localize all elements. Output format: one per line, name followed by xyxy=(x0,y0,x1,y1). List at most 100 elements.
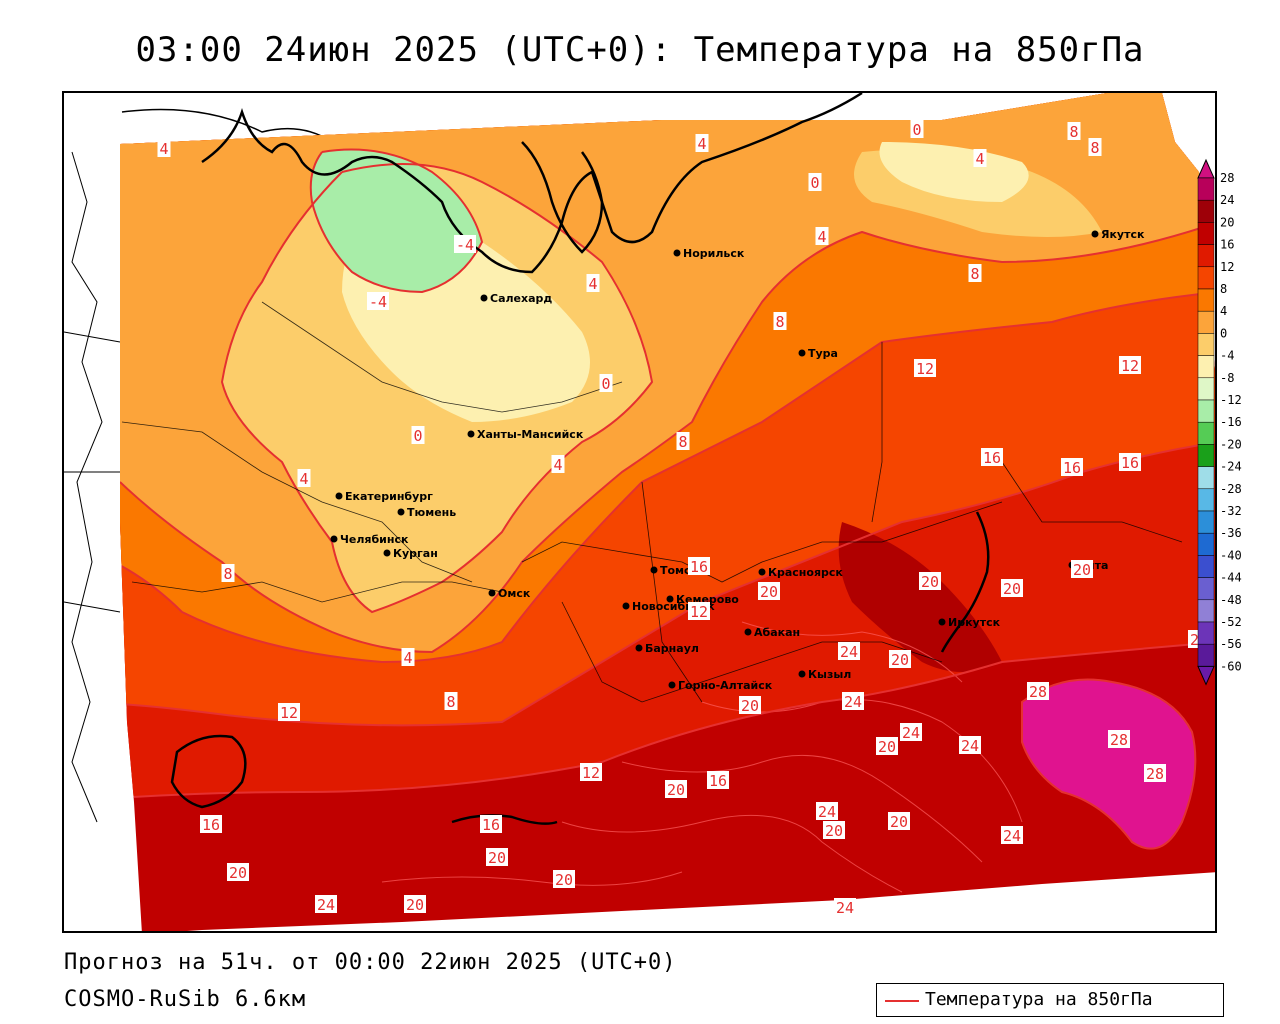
colorbar-swatch xyxy=(1197,444,1215,467)
city-label: Тура xyxy=(808,347,838,360)
contour-label-bg xyxy=(1061,458,1083,476)
colorbar-tick-label: 8 xyxy=(1220,282,1227,296)
contour-label-bg xyxy=(914,359,936,377)
contour-label: 8 xyxy=(970,265,979,283)
colorbar-tick-label: -36 xyxy=(1220,526,1242,540)
contour-label-bg xyxy=(665,780,687,798)
contour-label: 4 xyxy=(299,470,308,488)
contour-label: 16 xyxy=(482,816,500,834)
contour-label: 28 xyxy=(1029,683,1047,701)
colorbar: 28 24 20 16 12 8 4 0 -4 -8 -12 -16 -20 -24 -28 -32 -36 -4… xyxy=(1197,158,1242,686)
contour-label-bg xyxy=(411,426,425,444)
colorbar-tick-label: -24 xyxy=(1220,460,1242,474)
contour-label-bg xyxy=(586,274,600,292)
contour-label: 24 xyxy=(902,724,920,742)
contour-label-bg xyxy=(773,312,787,330)
colorbar-top-arrow xyxy=(1197,158,1215,179)
contour-label: 16 xyxy=(983,449,1001,467)
coastlines xyxy=(170,93,990,825)
city-label: Горно-Алтайск xyxy=(678,679,773,692)
contour-label-bg xyxy=(900,723,922,741)
city-label: Кызыл xyxy=(808,668,851,681)
contour-label-bg xyxy=(1108,730,1130,748)
contour-label-bg xyxy=(823,821,845,839)
colorbar-tick-label: -48 xyxy=(1220,593,1242,607)
contour-label: 24 xyxy=(818,803,836,821)
contour-label-bg xyxy=(1119,356,1141,374)
contour-label: 0 xyxy=(413,427,422,445)
city-label: Екатеринбург xyxy=(345,490,433,503)
city-label: Барнаул xyxy=(645,642,699,655)
city-dot xyxy=(650,566,658,574)
contour-label-bg xyxy=(959,736,981,754)
legend-label: Температура на 850гПа xyxy=(925,989,1153,1010)
city-dot xyxy=(467,430,475,438)
contour-label-bg xyxy=(297,469,311,487)
contour-label: 8 xyxy=(775,313,784,331)
contour-label: 24 xyxy=(840,643,858,661)
contour-label: 20 xyxy=(891,651,909,669)
city-dot xyxy=(330,535,338,543)
city-dot xyxy=(397,508,405,516)
colorbar-swatch xyxy=(1197,488,1215,512)
contour-label: 28 xyxy=(1146,765,1164,783)
colorbar-tick-label: -52 xyxy=(1220,615,1242,629)
contour-label-bg xyxy=(695,134,709,152)
colorbar-swatch xyxy=(1197,222,1215,245)
colorbar-swatch xyxy=(1197,577,1215,601)
contour-label-bg xyxy=(1001,826,1023,844)
contour-label: 16 xyxy=(202,816,220,834)
contour-label: 20 xyxy=(1073,561,1091,579)
contour-label-bg xyxy=(1001,579,1023,597)
contour-label-bg xyxy=(739,696,761,714)
contour-label-bg xyxy=(981,448,1003,466)
contour-lines xyxy=(120,148,1215,850)
contour-label: 12 xyxy=(1121,357,1139,375)
colorbar-swatch xyxy=(1197,510,1215,534)
contour-label: 0 xyxy=(912,121,921,139)
contour-label-bg xyxy=(910,120,924,138)
contour-label: 20 xyxy=(488,849,506,867)
contour-label: 20 xyxy=(1003,580,1021,598)
contour-label: 20 xyxy=(555,871,573,889)
city-markers: Норильск Якутск Салехард Тура Ханты-Мансийск… xyxy=(330,228,1145,692)
contour-label-bg xyxy=(816,802,838,820)
city-label: Омск xyxy=(498,587,531,600)
contour-label-bg xyxy=(401,648,415,666)
contour-label-bg xyxy=(808,173,822,191)
city-dot xyxy=(1091,230,1099,238)
contour-label-bg xyxy=(486,848,508,866)
contour-label: 16 xyxy=(1063,459,1081,477)
contour-label-bg xyxy=(227,863,249,881)
colorbar-tick-label: 0 xyxy=(1220,326,1227,340)
city-label: Якутск xyxy=(1101,228,1145,241)
contour-label-bg xyxy=(876,737,898,755)
city-dot xyxy=(488,589,496,597)
contour-label-bg xyxy=(315,895,337,913)
contour-label-bg xyxy=(815,227,829,245)
colorbar-tick-label: -56 xyxy=(1220,637,1242,651)
colorbar-tick-label: 20 xyxy=(1220,215,1234,229)
colorbar-swatch xyxy=(1197,355,1215,379)
contour-label-bg xyxy=(404,895,426,913)
contour-label-bg xyxy=(1088,138,1102,156)
map-svg: Норильск Якутск Салехард Тура Ханты-Мансийск… xyxy=(64,93,1215,931)
contour-label: 20 xyxy=(229,864,247,882)
colorbar-bottom-arrow xyxy=(1197,665,1215,686)
city-label: Челябинск xyxy=(340,533,409,546)
city-label: Норильск xyxy=(683,247,745,260)
colorbar-swatch xyxy=(1197,199,1215,223)
city-label: Абакан xyxy=(754,626,800,639)
city-dot xyxy=(798,349,806,357)
contour-label: 20 xyxy=(760,583,778,601)
contour-label: 24 xyxy=(961,737,979,755)
colorbar-swatch xyxy=(1197,177,1215,201)
contour-label-bg xyxy=(968,264,982,282)
colorbar-tick-label: 12 xyxy=(1220,260,1234,274)
contour-label-bg xyxy=(157,139,171,157)
contour-label-bg xyxy=(367,292,389,310)
city-dot xyxy=(798,670,806,678)
colorbar-swatch xyxy=(1197,555,1215,578)
city-dot xyxy=(668,681,676,689)
